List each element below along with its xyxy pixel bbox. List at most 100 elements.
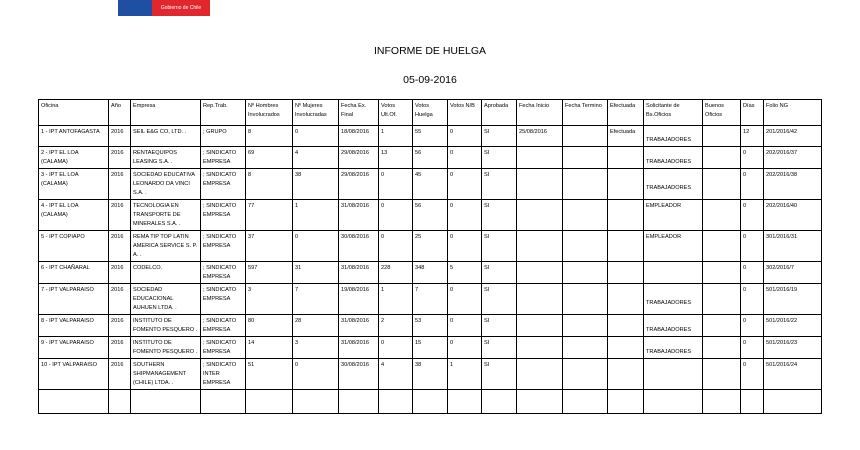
table-cell: 0 <box>292 358 339 390</box>
table-cell <box>562 336 608 359</box>
table-cell: 2016 <box>108 125 131 147</box>
table-cell <box>562 146 608 169</box>
table-cell <box>200 389 246 414</box>
table-cell: ; SINDICATO EMPRESA <box>200 314 246 337</box>
table-cell <box>702 336 741 359</box>
table-cell: 3 <box>245 283 293 315</box>
table-cell <box>516 230 563 262</box>
table-cell <box>292 389 339 414</box>
table-cell: 0 <box>447 125 482 147</box>
table-cell: 0 <box>378 336 413 359</box>
table-cell <box>702 261 741 284</box>
table-cell <box>607 199 644 231</box>
table-cell: 4 <box>378 358 413 390</box>
table-cell <box>516 146 563 169</box>
table-cell: 228 <box>378 261 413 284</box>
table-cell: REMA TIP TOP LATIN AMERICA SERVICE S. P.… <box>130 230 201 262</box>
table-cell: SI <box>481 146 517 169</box>
table-cell: SI <box>481 230 517 262</box>
table-cell: 2 - IPT EL LOA (CALAMA) <box>38 146 109 169</box>
table-cell <box>516 168 563 200</box>
table-cell: 4 - IPT EL LOA (CALAMA) <box>38 199 109 231</box>
table-cell: ; SINDICATO EMPRESA <box>200 199 246 231</box>
table-cell: 19/08/2016 <box>338 283 379 315</box>
table-cell: CODELCO. <box>130 261 201 284</box>
table-cell <box>607 146 644 169</box>
table-cell: 0 <box>292 125 339 147</box>
table-cell: SOCIEDAD EDUCATIVA LEONARDO DA VINCI S.A… <box>130 168 201 200</box>
table-cell: 348 <box>412 261 448 284</box>
table-cell: 1 <box>378 283 413 315</box>
table-cell: TRABAJADORES <box>643 283 703 315</box>
table-cell: SI <box>481 125 517 147</box>
table-row-partial <box>38 389 822 414</box>
table-cell: 202/2016/40 <box>763 199 822 231</box>
table-cell: SI <box>481 261 517 284</box>
table-cell <box>516 358 563 390</box>
table-cell <box>562 314 608 337</box>
table-cell <box>516 199 563 231</box>
table-cell: SI <box>481 283 517 315</box>
table-cell <box>245 389 293 414</box>
table-row: 10 - IPT VALPARAISO 2016 SOUTHERN SHIPMANA… <box>38 358 822 390</box>
table-cell <box>108 389 131 414</box>
table-cell: 1 <box>378 125 413 147</box>
table-cell: 2016 <box>108 261 131 284</box>
table-cell: RENTAEQUIPOS LEASING S.A. . <box>130 146 201 169</box>
table-cell: 2 <box>378 314 413 337</box>
column-header: Votos Ult.Of. <box>378 99 413 126</box>
table-cell <box>447 389 482 414</box>
table-cell: 25/08/2016 <box>516 125 563 147</box>
table-cell: 0 <box>378 199 413 231</box>
report-title: INFORME DE HUELGA <box>373 45 486 57</box>
table-cell: ; SINDICATO EMPRESA <box>200 168 246 200</box>
table-cell: TRABAJADORES <box>643 125 703 147</box>
column-header: Fecha Inicio <box>516 99 563 126</box>
table-cell: 0 <box>740 283 764 315</box>
table-cell <box>378 389 413 414</box>
table-cell: 2016 <box>108 314 131 337</box>
table-cell: ; SINDICATO EMPRESA <box>200 261 246 284</box>
table-cell: 30/08/2016 <box>338 358 379 390</box>
table-cell <box>702 389 741 414</box>
gobierno-de-chile-logo: Gobierno de Chile <box>118 0 210 16</box>
table-cell: ; GRUPO <box>200 125 246 147</box>
table-cell: 14 <box>245 336 293 359</box>
table-cell: 0 <box>447 146 482 169</box>
table-cell: 15 <box>412 336 448 359</box>
table-cell: TRABAJADORES <box>643 314 703 337</box>
table-row: 8 - IPT VALPARAISO 2016 INSTITUTO DE FOMEN… <box>38 314 822 337</box>
table-cell: TRABAJADORES <box>643 336 703 359</box>
table-cell: SOCIEDAD EDUCACIONAL AUHUEN LTDA. . <box>130 283 201 315</box>
table-cell: 2016 <box>108 168 131 200</box>
table-cell: 51 <box>245 358 293 390</box>
table-cell: 25 <box>412 230 448 262</box>
table-cell: 37 <box>245 230 293 262</box>
table-cell <box>562 230 608 262</box>
table-cell <box>702 230 741 262</box>
table-cell: ; SINDICATO EMPRESA <box>200 230 246 262</box>
table-cell: 3 <box>292 336 339 359</box>
column-header: Votos N/B <box>447 99 482 126</box>
table-cell <box>338 389 379 414</box>
table-cell <box>562 283 608 315</box>
table-cell <box>607 283 644 315</box>
table-cell <box>702 168 741 200</box>
table-cell: 31/08/2016 <box>338 199 379 231</box>
table-cell: 28 <box>292 314 339 337</box>
column-header: Votos Huelga <box>412 99 448 126</box>
table-cell: 0 <box>740 336 764 359</box>
table-cell: 1 - IPT ANTOFAGASTA <box>38 125 109 147</box>
table-cell: 301/2016/31 <box>763 230 822 262</box>
table-cell: SEIL E&G CO, LTD. . <box>130 125 201 147</box>
table-cell: INSTITUTO DE FOMENTO PESQUERO . <box>130 336 201 359</box>
table-cell: 202/2016/37 <box>763 146 822 169</box>
table-cell: 56 <box>412 199 448 231</box>
table-cell: SOUTHERN SHIPMANAGEMENT (CHILE) LTDA. . <box>130 358 201 390</box>
table-cell <box>702 146 741 169</box>
column-header: Buenos Oficios <box>702 99 741 126</box>
table-cell: 8 <box>245 168 293 200</box>
column-header: Rep.Trab. <box>200 99 246 126</box>
table-cell: 6 - IPT CHAÑARAL <box>38 261 109 284</box>
table-cell <box>643 389 703 414</box>
